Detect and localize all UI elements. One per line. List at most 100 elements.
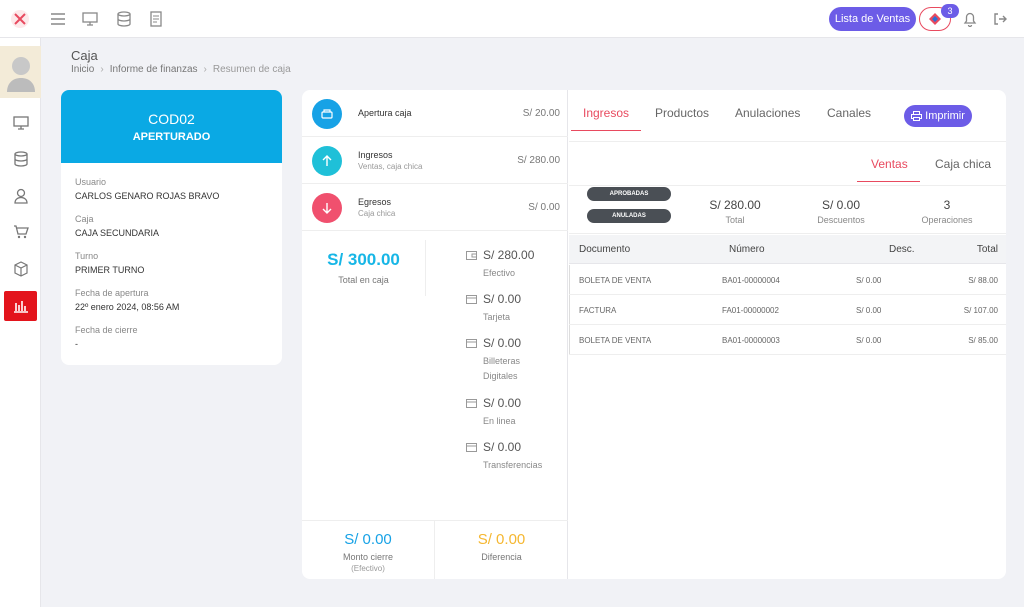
menu-icon[interactable] <box>48 9 68 29</box>
tab-ingresos[interactable]: Ingresos <box>583 106 630 120</box>
subtab-ventas[interactable]: Ventas <box>871 157 908 171</box>
payment-name: Tarjeta <box>483 312 511 322</box>
sidebar-item-users[interactable] <box>4 181 37 211</box>
top-bar: Lista de Ventas 3 <box>0 0 1024 38</box>
stat-total: S/ 280.00 Total <box>695 198 775 225</box>
cell-documento: FACTURA <box>579 306 617 315</box>
cash-register-icon <box>312 99 342 129</box>
column-numero: Número <box>729 244 765 255</box>
sidebar-item-reports[interactable] <box>4 291 37 321</box>
movement-amount: S/ 0.00 <box>528 202 560 213</box>
breadcrumb-home[interactable]: Inicio <box>71 64 95 75</box>
tab-bar: Ingresos Productos Anulaciones Canales I… <box>569 90 1006 142</box>
sidebar-item-cart[interactable] <box>4 217 37 247</box>
table-header: Documento Número Desc. Total <box>569 235 1006 264</box>
main-panel: Apertura caja S/ 20.00 Ingresos Ventas, … <box>302 90 1006 579</box>
database-icon[interactable] <box>114 9 134 29</box>
caja-card-header: COD02 APERTURADO <box>61 90 282 163</box>
sidebar-item-products[interactable] <box>4 254 37 284</box>
payment-amount: S/ 0.00 <box>483 336 522 350</box>
lista-ventas-button[interactable]: Lista de Ventas <box>829 7 916 31</box>
movement-apertura: Apertura caja S/ 20.00 <box>302 90 568 137</box>
payment-name: Billeteras Digitales <box>483 356 521 381</box>
column-total: Total <box>976 244 998 255</box>
caja-value: CAJA SECUNDARIA <box>75 228 160 238</box>
payment-tarjeta: S/ 0.00 Tarjeta <box>466 292 566 325</box>
table-row[interactable]: BOLETA DE VENTA BA01-00000004 S/ 0.00 S/… <box>569 265 1006 295</box>
cart-logo-icon <box>929 13 941 25</box>
payment-amount: S/ 280.00 <box>483 248 535 262</box>
payment-billeteras: S/ 0.00 Billeteras Digitales <box>466 336 566 384</box>
movement-subtitle: Caja chica <box>358 209 396 218</box>
stat-descuentos: S/ 0.00 Descuentos <box>801 198 881 225</box>
table-row[interactable]: FACTURA FA01-00000002 S/ 0.00 S/ 107.00 <box>569 295 1006 325</box>
sidebar <box>0 38 41 607</box>
usuario-label: Usuario <box>75 177 107 187</box>
movement-amount: S/ 280.00 <box>517 155 560 166</box>
cart-count-badge: 3 <box>941 4 959 18</box>
avatar[interactable] <box>0 46 41 98</box>
table-row[interactable]: BOLETA DE VENTA BA01-00000003 S/ 0.00 S/… <box>569 325 1006 355</box>
anuladas-filter[interactable]: ANULADAS <box>587 209 671 223</box>
print-button[interactable]: Imprimir <box>904 105 972 127</box>
cell-documento: BOLETA DE VENTA <box>579 276 652 285</box>
document-icon[interactable] <box>146 9 166 29</box>
arrow-down-icon <box>312 193 342 223</box>
subtab-caja-chica[interactable]: Caja chica <box>935 157 992 171</box>
cell-documento: BOLETA DE VENTA <box>579 336 652 345</box>
cell-desc: S/ 0.00 <box>856 276 882 285</box>
breadcrumb-current: Resumen de caja <box>212 64 291 75</box>
logout-icon[interactable] <box>990 9 1010 29</box>
chevron-right-icon: › <box>203 64 207 75</box>
details-column: Ingresos Productos Anulaciones Canales I… <box>569 90 1006 579</box>
monto-cierre-label: Monto cierre <box>342 552 394 562</box>
app-logo-icon[interactable] <box>10 9 30 29</box>
box-icon <box>13 261 28 277</box>
tab-canales[interactable]: Canales <box>827 106 872 120</box>
movement-subtitle: Ventas, caja chica <box>358 162 423 171</box>
caja-label: Caja <box>75 214 94 224</box>
tab-productos[interactable]: Productos <box>655 106 710 120</box>
stat-operaciones: 3 Operaciones <box>907 198 987 225</box>
monto-cierre-amount: S/ 0.00 <box>344 531 392 548</box>
column-documento: Documento <box>579 244 631 255</box>
cart-icon <box>13 225 29 239</box>
total-caja-label: Total en caja <box>338 275 389 285</box>
cell-total: S/ 85.00 <box>968 336 998 345</box>
bell-icon[interactable] <box>960 9 980 29</box>
card-icon <box>466 442 477 452</box>
stat-label: Total <box>725 215 745 225</box>
cell-desc: S/ 0.00 <box>856 306 882 315</box>
arrow-up-icon <box>312 146 342 176</box>
chevron-right-icon: › <box>100 64 104 75</box>
caja-code: COD02 <box>148 110 195 127</box>
cell-numero: BA01-00000003 <box>722 336 780 345</box>
movement-amount: S/ 20.00 <box>522 108 560 119</box>
aprobadas-filter[interactable]: APROBADAS <box>587 187 671 201</box>
sidebar-item-monitor[interactable] <box>4 108 37 138</box>
printer-icon <box>911 111 923 121</box>
cell-total: S/ 107.00 <box>963 306 998 315</box>
sidebar-item-database[interactable] <box>4 144 37 174</box>
breadcrumb: Inicio › Informe de finanzas › Resumen d… <box>71 64 291 75</box>
payment-en-linea: S/ 0.00 En linea <box>466 396 566 429</box>
payment-amount: S/ 0.00 <box>483 440 522 454</box>
tab-anulaciones[interactable]: Anulaciones <box>735 106 801 120</box>
payment-amount: S/ 0.00 <box>483 396 522 410</box>
total-caja-amount: S/ 300.00 <box>327 250 400 269</box>
monto-cierre-sub: (Efectivo) <box>351 564 385 573</box>
breadcrumb-finanzas[interactable]: Informe de finanzas <box>109 64 198 75</box>
cell-total: S/ 88.00 <box>968 276 998 285</box>
movement-ingresos: Ingresos Ventas, caja chica S/ 280.00 <box>302 137 568 184</box>
bar-chart-icon <box>13 301 28 313</box>
diferencia-amount: S/ 0.00 <box>477 531 526 548</box>
closing-summary: S/ 0.00 Monto cierre (Efectivo) S/ 0.00 … <box>302 520 568 579</box>
fecha-apertura-value: 22º enero 2024, 08:56 AM <box>75 302 180 312</box>
caja-info-card: COD02 APERTURADO Usuario CARLOS GENARO R… <box>61 90 282 365</box>
movements-column: Apertura caja S/ 20.00 Ingresos Ventas, … <box>302 90 568 579</box>
total-caja: S/ 300.00 Total en caja <box>302 240 426 296</box>
monitor-icon[interactable] <box>80 9 100 29</box>
stat-value: S/ 0.00 <box>821 198 861 212</box>
fecha-cierre-value: - <box>75 339 78 349</box>
database-icon <box>13 151 28 167</box>
